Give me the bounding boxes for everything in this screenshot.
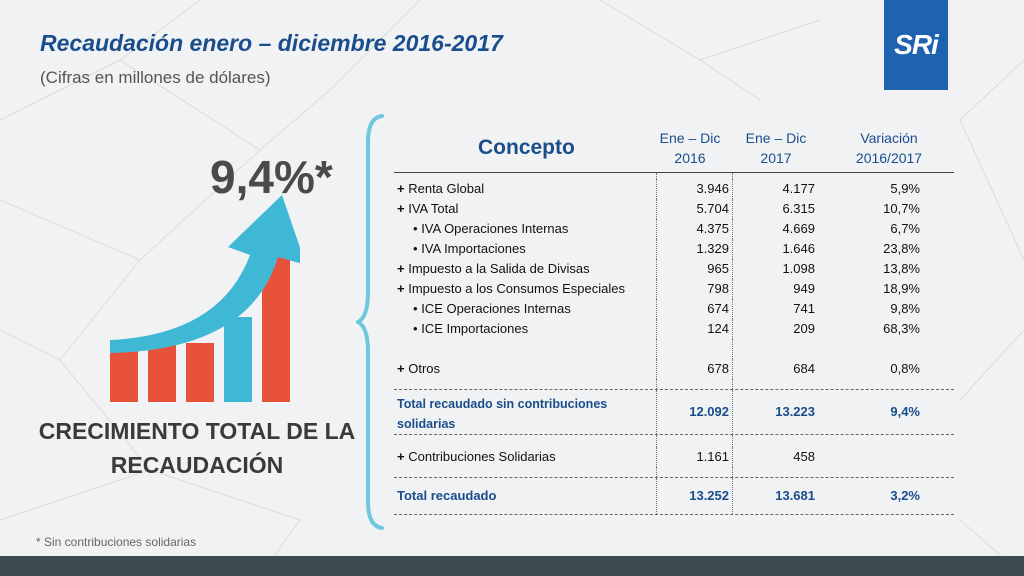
header-var-line1: Variación	[860, 130, 918, 146]
header-2017: Ene – Dic 2017	[736, 128, 816, 168]
row-value-2017: 209	[732, 319, 819, 339]
row-value-2017: 4.177	[732, 179, 819, 199]
table-row: + Otros 678 684 0,8%	[394, 359, 954, 379]
row-label: Impuesto a los Consumos Especiales	[408, 281, 625, 296]
row-prefix: +	[397, 449, 405, 464]
row-prefix: •	[413, 301, 418, 316]
row-variation: 0,8%	[890, 361, 920, 376]
row-prefix: +	[397, 361, 405, 376]
row-label: Contribuciones Solidarias	[408, 449, 556, 464]
table-header: Concepto Ene – Dic 2016 Ene – Dic 2017 V…	[394, 126, 954, 173]
table-row: • ICE Importaciones 124 209 68,3%	[394, 319, 954, 339]
growth-caption: CRECIMIENTO TOTAL DE LA RECAUDACIÓN	[28, 414, 366, 482]
row-value-2016: 678	[656, 359, 733, 379]
row-prefix: •	[413, 221, 418, 236]
row-value-2017: 6.315	[732, 199, 819, 219]
growth-percentage: 9,4%*	[210, 151, 333, 203]
row-value-2017: 458	[732, 447, 819, 467]
row-value-2017: 684	[732, 359, 819, 379]
subtotal-value-2016: 12.092	[656, 390, 733, 434]
row-prefix: +	[397, 201, 405, 216]
table-row: + IVA Total 5.704 6.315 10,7%	[394, 199, 954, 219]
total-label: Total recaudado	[397, 488, 497, 503]
row-value-2017: 1.646	[732, 239, 819, 259]
row-variation: 23,8%	[883, 241, 920, 256]
row-variation: 68,3%	[883, 321, 920, 336]
row-label: Otros	[408, 361, 441, 376]
row-variation: 18,9%	[883, 281, 920, 296]
row-value-2016: 4.375	[656, 219, 733, 239]
logo-text: SRi	[894, 29, 939, 60]
subtotal-variation: 9,4%	[890, 404, 920, 419]
row-label: Impuesto a la Salida de Divisas	[408, 261, 590, 276]
row-label: Renta Global	[408, 181, 485, 196]
page-subtitle: (Cifras en millones de dólares)	[40, 68, 271, 87]
row-value-2016: 674	[656, 299, 733, 319]
header-var-line2: 2016/2017	[855, 150, 923, 166]
row-label: ICE Operaciones Internas	[421, 301, 571, 316]
header-2017-line1: Ene – Dic	[745, 130, 807, 146]
table-row: + Contribuciones Solidarias 1.161 458	[394, 447, 954, 467]
left-brace-icon	[356, 114, 384, 530]
row-variation: 9,8%	[890, 301, 920, 316]
bottom-bar	[0, 556, 1024, 576]
header-2016-line1: Ene – Dic	[659, 130, 721, 146]
row-value-2017: 4.669	[732, 219, 819, 239]
total-row: Total recaudado 13.252 13.681 3,2%	[394, 477, 954, 514]
subtotal-row: Total recaudado sin contribuciones solid…	[394, 389, 954, 434]
row-value-2016: 1.161	[656, 447, 733, 467]
row-variation: 5,9%	[890, 181, 920, 196]
row-prefix: +	[397, 181, 405, 196]
table-row: + Impuesto a los Consumos Especiales 798…	[394, 279, 954, 299]
row-prefix: +	[397, 281, 405, 296]
row-value-2016: 1.329	[656, 239, 733, 259]
row-prefix: +	[397, 261, 405, 276]
row-value-2016: 5.704	[656, 199, 733, 219]
total-value-2017: 13.681	[732, 478, 819, 514]
growth-caption-line1: CRECIMIENTO TOTAL DE LA	[38, 418, 356, 444]
row-value-2017: 1.098	[732, 259, 819, 279]
row-value-2017: 741	[732, 299, 819, 319]
header-2016: Ene – Dic 2016	[650, 128, 730, 168]
header-2017-line2: 2017	[760, 150, 792, 166]
page-title: Recaudación enero – diciembre 2016-2017	[40, 30, 503, 56]
row-value-2016: 3.946	[656, 179, 733, 199]
row-variation: 13,8%	[883, 261, 920, 276]
header-variacion: Variación 2016/2017	[834, 128, 944, 168]
revenue-table: Concepto Ene – Dic 2016 Ene – Dic 2017 V…	[394, 126, 954, 516]
total-value-2016: 13.252	[656, 478, 733, 514]
table-row: • IVA Operaciones Internas 4.375 4.669 6…	[394, 219, 954, 239]
subtotal-value-2017: 13.223	[732, 390, 819, 434]
growth-chart-arrow-icon	[110, 195, 300, 402]
footnote: * Sin contribuciones solidarias	[36, 535, 197, 549]
table-row: + Impuesto a la Salida de Divisas 965 1.…	[394, 259, 954, 279]
row-label: IVA Operaciones Internas	[421, 221, 569, 236]
row-variation: 10,7%	[883, 201, 920, 216]
total-variation: 3,2%	[890, 488, 920, 503]
header-2016-line2: 2016	[674, 150, 706, 166]
row-value-2016: 798	[656, 279, 733, 299]
row-prefix: •	[413, 321, 418, 336]
row-label: IVA Total	[408, 201, 459, 216]
subtotal-label-line2: solidarias	[397, 417, 456, 431]
sri-logo: SRi	[884, 0, 948, 90]
row-prefix: •	[413, 241, 418, 256]
growth-caption-line2: RECAUDACIÓN	[110, 452, 284, 478]
table-row: • IVA Importaciones 1.329 1.646 23,8%	[394, 239, 954, 259]
table-row: • ICE Operaciones Internas 674 741 9,8%	[394, 299, 954, 319]
row-value-2017: 949	[732, 279, 819, 299]
subtotal-label-line1: Total recaudado sin contribuciones	[397, 397, 608, 411]
row-value-2016: 124	[656, 319, 733, 339]
table-row: + Renta Global 3.946 4.177 5,9%	[394, 179, 954, 199]
row-variation: 6,7%	[890, 221, 920, 236]
row-value-2016: 965	[656, 259, 733, 279]
row-label: IVA Importaciones	[421, 241, 526, 256]
header-concepto: Concepto	[478, 136, 575, 159]
row-label: ICE Importaciones	[421, 321, 529, 336]
